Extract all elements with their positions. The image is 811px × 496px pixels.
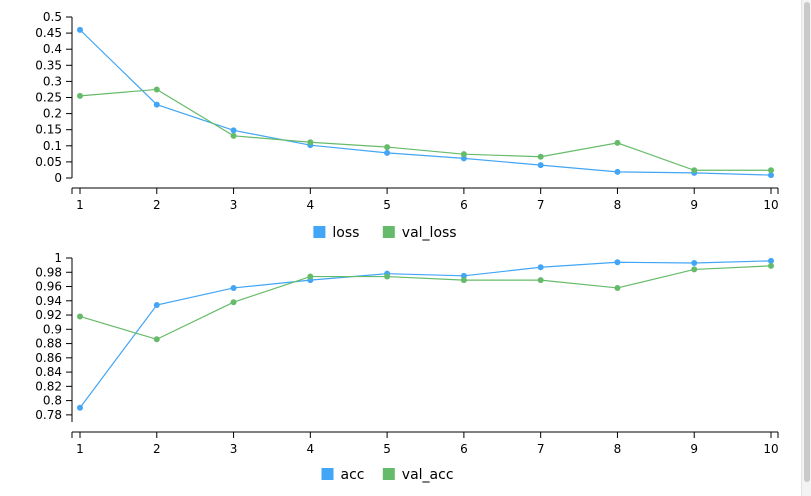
x-tick-label: 3 — [230, 442, 238, 456]
data-point-loss — [460, 155, 467, 162]
x-tick-label: 6 — [460, 198, 468, 212]
x-tick-label: 2 — [153, 442, 161, 456]
y-tick-label: 0.98 — [35, 265, 62, 279]
x-tick-label: 6 — [460, 442, 468, 456]
x-tick-label: 1 — [76, 442, 84, 456]
data-point-val_acc — [460, 277, 467, 284]
data-point-val_acc — [691, 266, 698, 273]
y-tick-label: 0.15 — [35, 123, 62, 137]
legend-swatch-acc — [321, 468, 334, 480]
vertical-scrollbar[interactable] — [801, 0, 811, 496]
y-tick-label: 0.9 — [43, 322, 62, 336]
x-tick-label: 10 — [763, 442, 778, 456]
x-tick-label: 8 — [614, 442, 622, 456]
series-line-loss — [79, 29, 772, 176]
data-point-val_loss — [460, 151, 467, 158]
data-point-loss — [768, 172, 774, 179]
data-point-val_loss — [307, 139, 314, 146]
data-point-acc — [614, 259, 621, 266]
legend-swatch-loss — [313, 226, 326, 238]
y-tick-label: 0.82 — [35, 379, 62, 393]
y-tick-label: 0.88 — [35, 337, 62, 351]
x-tick-label: 4 — [307, 198, 315, 212]
data-point-val_loss — [614, 139, 621, 146]
data-point-val_loss — [153, 86, 160, 93]
data-point-loss — [230, 127, 237, 134]
x-tick-label: 9 — [690, 442, 698, 456]
x-tick-label: 1 — [76, 198, 84, 212]
legend-label-loss: loss — [332, 225, 359, 241]
x-tick-label: 10 — [763, 198, 778, 212]
x-tick-label: 7 — [537, 442, 545, 456]
data-point-val_acc — [384, 273, 391, 280]
legend-swatch-val_loss — [382, 226, 395, 238]
data-point-acc — [230, 284, 237, 291]
data-point-loss — [153, 101, 160, 108]
data-point-acc — [768, 257, 774, 264]
data-point-val_loss — [230, 132, 237, 139]
y-tick-label: 0.78 — [35, 408, 62, 422]
x-tick-label: 5 — [383, 442, 391, 456]
x-tick-label: 3 — [230, 198, 238, 212]
y-tick-label: 0.8 — [43, 394, 62, 408]
legend-swatch-val_acc — [382, 468, 395, 480]
data-point-loss — [77, 26, 83, 33]
data-point-acc — [77, 404, 83, 411]
data-point-loss — [614, 168, 621, 175]
series-line-acc — [79, 260, 772, 409]
data-point-val_loss — [384, 144, 391, 151]
y-tick-label: 0.05 — [35, 155, 62, 169]
y-tick-label: 0.35 — [35, 58, 62, 72]
legend-label-val_acc: val_acc — [402, 467, 454, 483]
x-tick-label: 7 — [537, 198, 545, 212]
y-tick-label: 0.84 — [35, 365, 62, 379]
series-line-val_acc — [79, 265, 772, 340]
data-point-val_acc — [768, 262, 774, 269]
data-point-val_loss — [537, 153, 544, 160]
y-tick-label: 0.45 — [35, 26, 62, 40]
data-point-loss — [537, 162, 544, 169]
data-point-val_acc — [153, 336, 160, 343]
y-tick-label: 1 — [54, 251, 62, 265]
x-tick-label: 4 — [307, 442, 315, 456]
data-point-acc — [537, 264, 544, 271]
data-point-acc — [691, 259, 698, 266]
x-tick-label: 5 — [383, 198, 391, 212]
scrollbar-thumb[interactable] — [804, 2, 810, 482]
x-tick-label: 2 — [153, 198, 161, 212]
y-tick-label: 0.3 — [43, 74, 62, 88]
y-tick-label: 0.86 — [35, 351, 62, 365]
y-tick-label: 0.92 — [35, 308, 62, 322]
data-point-val_loss — [77, 92, 83, 99]
data-point-val_loss — [768, 167, 774, 174]
series-line-val_loss — [79, 88, 771, 171]
x-tick-label: 9 — [690, 198, 698, 212]
loss-chart: 0 0.05 0.1 0.15 0.2 0.25 0.3 0.35 0.4 0.45 0.5 1 2 3 4… — [35, 10, 778, 241]
y-tick-label: 0.2 — [43, 107, 62, 121]
y-tick-label: 0 — [54, 171, 62, 185]
y-tick-label: 0.1 — [43, 139, 62, 153]
data-point-acc — [460, 272, 467, 279]
data-point-val_acc — [77, 313, 83, 320]
data-point-val_acc — [230, 299, 237, 306]
data-point-loss — [384, 149, 391, 156]
accuracy-chart: 0.780.80.820.840.860.880.90.920.940.960.… — [35, 251, 778, 483]
y-tick-label: 0.94 — [35, 294, 62, 308]
data-point-val_loss — [691, 167, 698, 174]
legend-label-acc: acc — [341, 467, 365, 483]
y-tick-label: 0.25 — [35, 91, 62, 105]
y-tick-label: 0.4 — [43, 42, 62, 56]
y-tick-label: 0.96 — [35, 280, 62, 294]
y-tick-label: 0.5 — [43, 10, 62, 24]
data-point-val_acc — [307, 273, 314, 280]
data-point-val_acc — [614, 284, 621, 291]
legend-label-val_loss: val_loss — [402, 225, 457, 241]
x-tick-label: 8 — [614, 198, 622, 212]
data-point-acc — [153, 302, 160, 309]
data-point-val_acc — [537, 277, 544, 284]
